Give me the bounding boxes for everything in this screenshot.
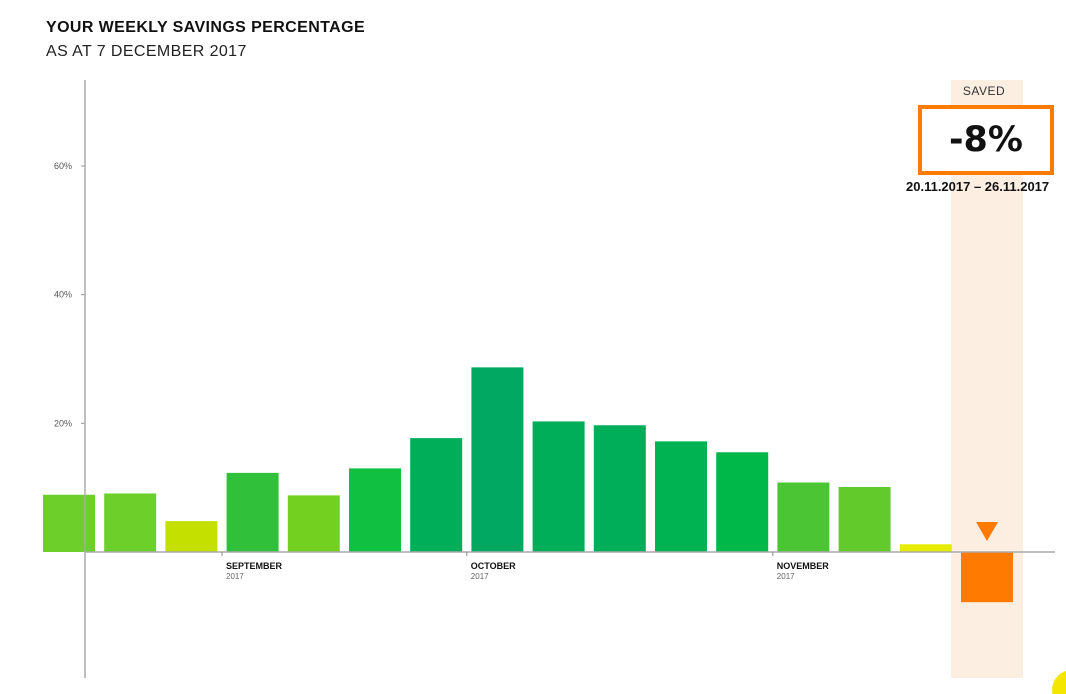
saved-label: SAVED: [962, 84, 1006, 98]
month-label: SEPTEMBER: [226, 561, 283, 571]
savings-bar: [226, 472, 279, 552]
y-tick-label: 20%: [54, 418, 72, 428]
savings-bar: [838, 487, 891, 552]
y-tick-label: 40%: [54, 290, 72, 300]
bar-series: [43, 367, 1013, 603]
savings-bar: [410, 438, 463, 552]
savings-bar: [899, 544, 952, 552]
year-label: 2017: [777, 572, 795, 581]
saved-value-box: -8%: [918, 105, 1054, 175]
savings-bar: [961, 552, 1013, 603]
savings-bar: [349, 468, 401, 552]
axes: [84, 80, 1055, 678]
saved-date-range: 20.11.2017 – 26.11.2017: [906, 179, 1050, 194]
savings-bar: [471, 367, 524, 552]
year-label: 2017: [226, 572, 244, 581]
savings-bar: [43, 494, 95, 552]
month-label: NOVEMBER: [777, 561, 830, 571]
savings-bar: [716, 452, 769, 552]
savings-bar: [104, 493, 157, 552]
savings-bar: [165, 521, 218, 552]
savings-bar: [777, 482, 830, 552]
chart-title: YOUR WEEKLY SAVINGS PERCENTAGE: [46, 19, 366, 36]
savings-bar: [532, 421, 585, 552]
savings-bar: [287, 495, 340, 552]
chart-subtitle: AS AT 7 DECEMBER 2017: [46, 43, 247, 60]
highlight-marker-triangle: [976, 522, 998, 541]
year-label: 2017: [471, 572, 489, 581]
savings-bar: [593, 425, 646, 552]
month-label: OCTOBER: [471, 561, 516, 571]
savings-bar: [655, 441, 707, 552]
axis-labels: 20%40%60%SEPTEMBER2017OCTOBER2017NOVEMBE…: [54, 161, 829, 581]
y-tick-label: 60%: [54, 161, 72, 171]
